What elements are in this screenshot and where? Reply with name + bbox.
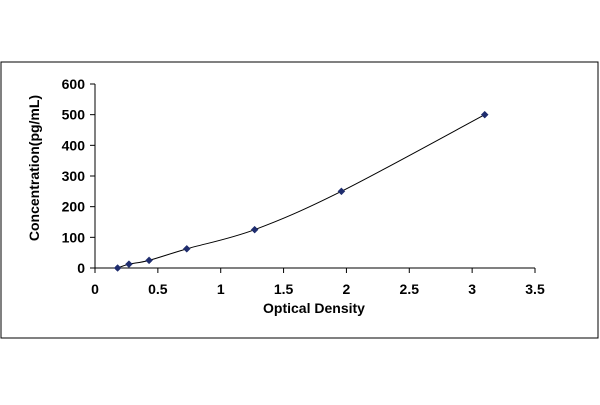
x-axis-title: Optical Density — [263, 300, 365, 316]
data-point — [145, 256, 153, 265]
data-point — [182, 244, 191, 253]
x-tick-label: 0.5 — [148, 281, 168, 297]
data-point — [125, 260, 133, 269]
x-tick-label: 0 — [91, 281, 99, 297]
data-point — [480, 110, 489, 119]
y-tick-label: 300 — [62, 168, 86, 184]
y-axis-title: Concentration(pg/mL) — [26, 95, 42, 241]
x-tick-label: 2 — [343, 281, 351, 297]
x-tick-label: 1.5 — [274, 281, 294, 297]
y-tick-label: 0 — [77, 260, 85, 276]
data-points — [113, 110, 489, 272]
data-point — [250, 225, 259, 234]
y-tick-labels: 0 100 200 300 400 500 600 — [62, 76, 86, 276]
x-tick-label: 1 — [217, 281, 225, 297]
x-tick-label: 2.5 — [400, 281, 420, 297]
y-tick-label: 400 — [62, 137, 86, 153]
x-tick-label: 3 — [468, 281, 476, 297]
y-tick-label: 200 — [62, 199, 86, 215]
x-tick-labels: 0 0.5 1 1.5 2 2.5 3 3.5 — [91, 281, 545, 297]
y-tick-label: 500 — [62, 107, 86, 123]
data-point — [337, 187, 346, 196]
x-tick-label: 3.5 — [525, 281, 545, 297]
outer-border — [0, 61, 599, 339]
data-point — [113, 264, 122, 272]
y-tick-label: 600 — [62, 76, 86, 92]
y-tick-label: 100 — [62, 229, 86, 245]
axes — [90, 83, 536, 273]
